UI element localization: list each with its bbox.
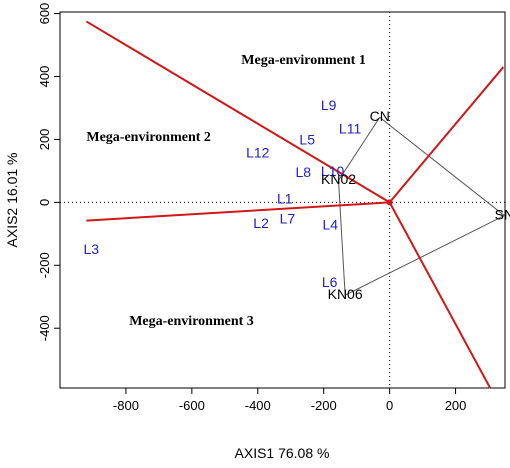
x-tick-label: 200 <box>445 398 467 413</box>
genotype-label-l10: L10 <box>321 163 345 179</box>
x-tick-label: -800 <box>113 398 139 413</box>
y-tick-label: 600 <box>37 3 52 25</box>
x-tick-label: 0 <box>386 398 393 413</box>
environment-label-kn06: KN06 <box>328 286 363 302</box>
genotype-label-l12: L12 <box>246 144 270 160</box>
y-axis: -400 -200 0 200 400 600 <box>37 3 60 341</box>
x-tick-label: -200 <box>311 398 337 413</box>
y-tick-label: -400 <box>37 315 52 341</box>
x-tick-label: -400 <box>245 398 271 413</box>
sector-line-4 <box>86 201 390 222</box>
x-axis-title: AXIS1 76.08 % <box>235 445 330 461</box>
y-tick-label: 400 <box>37 66 52 88</box>
genotype-label-l2: L2 <box>253 215 269 231</box>
y-axis-title: AXIS2 16.01 % <box>4 153 20 248</box>
environment-label-kn02: KN02 <box>321 171 356 187</box>
plot-frame <box>59 11 506 389</box>
genotype-label-l6: L6 <box>322 274 338 290</box>
convex-hull-polygon <box>338 116 506 296</box>
y-tick-label: 0 <box>37 199 52 206</box>
genotype-label-l11: L11 <box>339 121 362 137</box>
polygon-layer <box>338 116 506 296</box>
origin-point <box>386 199 393 206</box>
mega-environment-label-1: Mega-environment 1 <box>241 53 366 68</box>
genotype-label-l3: L3 <box>84 241 100 257</box>
mega-environment-label-2: Mega-environment 2 <box>86 130 211 145</box>
y-tick-label: -200 <box>37 252 52 278</box>
environment-label-sn: SN <box>495 206 510 222</box>
sector-line-3 <box>388 201 492 389</box>
genotype-label-l4: L4 <box>323 217 339 233</box>
x-axis: -800 -600 -400 -200 0 200 <box>113 388 466 413</box>
genotype-labels: L1 L2 L3 L4 L5 L6 L7 L8 L9 L10 L11 L12 <box>84 97 362 290</box>
mega-environment-label-3: Mega-environment 3 <box>129 314 254 329</box>
y-tick-label: 200 <box>37 129 52 151</box>
genotype-label-l9: L9 <box>321 97 337 113</box>
genotype-label-l5: L5 <box>299 132 315 148</box>
genotype-label-l8: L8 <box>295 164 311 180</box>
x-tick-label: -600 <box>179 398 205 413</box>
sector-line-2 <box>388 66 505 204</box>
genotype-label-l1: L1 <box>277 191 293 207</box>
sector-line-1 <box>85 20 391 204</box>
environment-labels: CN SN KN06 KN02 <box>321 108 510 302</box>
environment-label-cn: CN <box>370 108 390 124</box>
genotype-label-l7: L7 <box>280 210 296 226</box>
annotations: Mega-environment 1 Mega-environment 2 Mega… <box>86 53 365 329</box>
sector-lines <box>85 20 505 389</box>
